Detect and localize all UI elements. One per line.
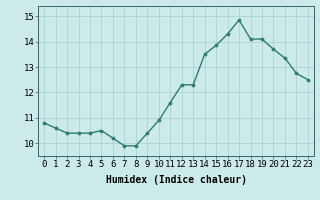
X-axis label: Humidex (Indice chaleur): Humidex (Indice chaleur) bbox=[106, 175, 246, 185]
